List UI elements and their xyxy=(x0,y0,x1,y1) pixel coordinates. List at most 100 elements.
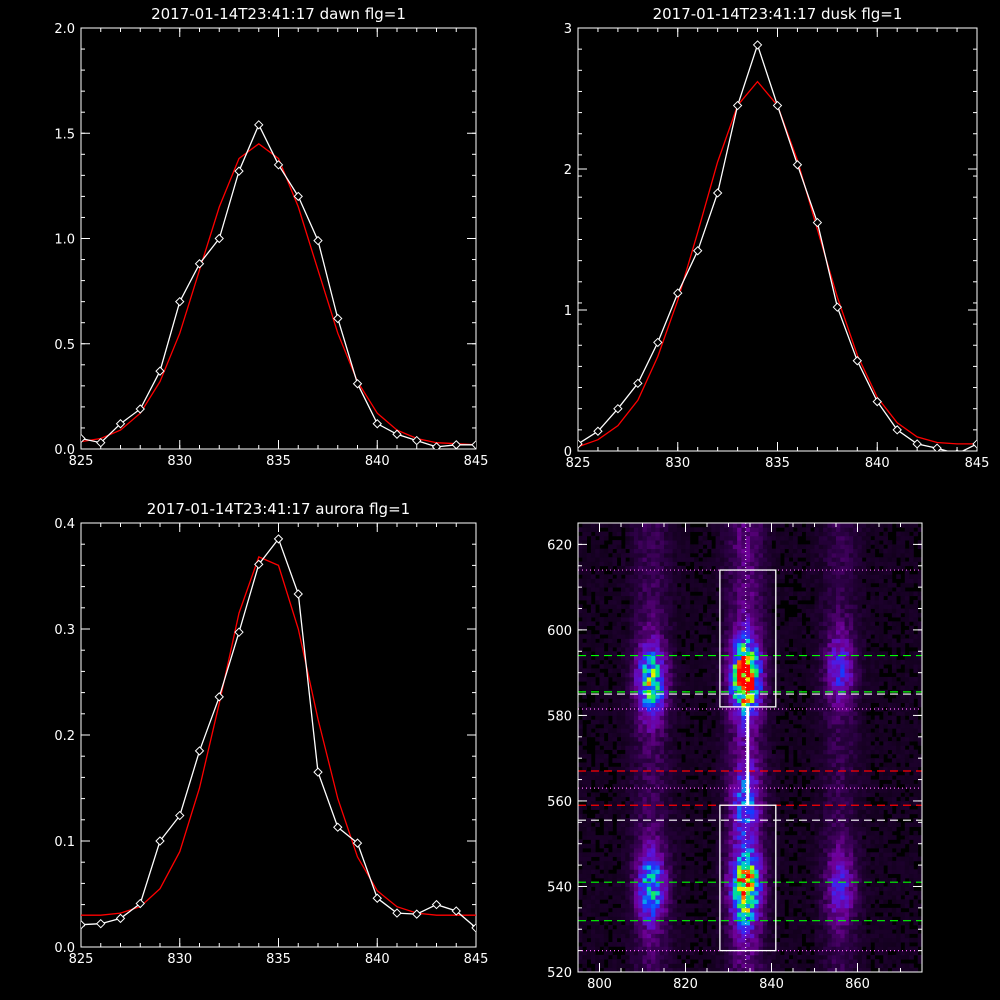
heatmap-cell xyxy=(646,860,652,866)
heatmap-cell xyxy=(676,771,682,776)
heatmap-cell xyxy=(625,681,630,686)
heatmap-cell xyxy=(672,805,678,810)
heatmap-cell xyxy=(732,775,738,780)
heatmap-cell xyxy=(719,574,725,579)
heatmap-cell xyxy=(616,540,622,545)
heatmap-cell xyxy=(642,604,648,609)
heatmap-cell xyxy=(681,762,686,768)
heatmap-cell xyxy=(659,676,665,682)
heatmap-cell xyxy=(681,929,686,934)
heatmap-cell xyxy=(754,937,759,943)
heatmap-cell xyxy=(780,771,785,776)
heatmap-cell xyxy=(633,681,639,686)
heatmap-cell xyxy=(728,647,734,652)
heatmap-cell xyxy=(603,895,609,900)
heatmap-cell xyxy=(582,835,587,840)
heatmap-cell xyxy=(715,736,721,742)
heatmap-cell xyxy=(646,595,652,601)
heatmap-cell xyxy=(672,907,678,913)
heatmap-cell xyxy=(655,702,661,708)
heatmap-cell xyxy=(711,912,716,917)
heatmap-cell xyxy=(659,728,665,733)
heatmap-cell xyxy=(698,783,704,789)
heatmap-cell xyxy=(762,736,768,742)
heatmap-cell xyxy=(590,920,596,926)
heatmap-cell xyxy=(762,629,768,635)
heatmap-cell xyxy=(664,839,669,845)
heatmap-cell xyxy=(612,523,618,528)
heatmap-cell xyxy=(599,681,605,686)
heatmap-cell xyxy=(762,565,768,571)
heatmap-cell xyxy=(625,766,630,772)
heatmap-cell xyxy=(728,732,734,738)
heatmap-cell xyxy=(724,877,729,883)
heatmap-cell xyxy=(689,659,695,665)
heatmap-cell xyxy=(633,942,639,947)
heatmap-cell xyxy=(715,912,721,917)
heatmap-cell xyxy=(771,924,777,930)
heatmap-cell xyxy=(621,882,626,887)
heatmap-cell xyxy=(780,822,785,828)
heatmap-cell xyxy=(758,865,764,870)
heatmap-cell xyxy=(578,621,583,627)
heatmap-cell xyxy=(603,574,609,579)
heatmap-cell xyxy=(767,732,772,738)
heatmap-cell xyxy=(612,933,618,939)
heatmap-cell xyxy=(750,531,755,537)
heatmap-cell xyxy=(603,869,609,875)
heatmap-cell xyxy=(612,715,618,721)
heatmap-cell xyxy=(578,672,583,678)
heatmap-cell xyxy=(758,578,764,584)
heatmap-cell xyxy=(689,621,695,627)
heatmap-cell xyxy=(629,706,635,712)
heatmap-cell xyxy=(780,967,785,972)
heatmap-cell xyxy=(758,950,764,956)
heatmap-cell xyxy=(590,711,596,716)
heatmap-cell xyxy=(655,634,661,639)
x-tick-label: 825 xyxy=(69,952,94,967)
heatmap-cell xyxy=(724,920,729,926)
heatmap-cell xyxy=(646,753,652,759)
heatmap-cell xyxy=(788,929,794,934)
heatmap-cell xyxy=(659,698,665,703)
heatmap-cell xyxy=(741,835,747,840)
heatmap-cell xyxy=(646,617,652,622)
heatmap-cell xyxy=(724,809,729,815)
heatmap-cell xyxy=(694,702,699,708)
heatmap-cell xyxy=(595,570,600,575)
heatmap-cell xyxy=(767,582,772,588)
heatmap-cell xyxy=(655,826,661,832)
heatmap-cell xyxy=(737,741,742,746)
heatmap-cell xyxy=(633,762,639,768)
heatmap-cell xyxy=(638,843,643,849)
heatmap-cell xyxy=(702,873,708,879)
heatmap-cell xyxy=(771,672,777,678)
heatmap-cell xyxy=(689,929,695,934)
heatmap-cell xyxy=(608,672,613,678)
heatmap-cell xyxy=(668,587,673,592)
heatmap-cell xyxy=(672,839,678,845)
heatmap-cell xyxy=(603,890,609,896)
heatmap-cell xyxy=(728,916,734,922)
heatmap-cell xyxy=(754,638,759,644)
heatmap-cell xyxy=(728,946,734,952)
heatmap-cell xyxy=(633,599,639,605)
heatmap-cell xyxy=(685,758,691,763)
heatmap-cell xyxy=(629,762,635,768)
heatmap-cell xyxy=(616,552,622,558)
heatmap-cell xyxy=(582,702,587,708)
heatmap-cell xyxy=(711,895,716,900)
heatmap-cell xyxy=(715,929,721,934)
heatmap-cell xyxy=(676,676,682,682)
heatmap-cell xyxy=(638,783,643,789)
x-tick-label: 835 xyxy=(266,952,291,967)
heatmap-cell xyxy=(702,642,708,648)
heatmap-cell xyxy=(698,924,704,930)
heatmap-cell xyxy=(681,715,686,721)
heatmap-cell xyxy=(612,736,618,742)
heatmap-cell xyxy=(655,942,661,947)
heatmap-cell xyxy=(698,929,704,934)
heatmap-cell xyxy=(719,715,725,721)
heatmap-cell xyxy=(608,912,613,917)
heatmap-cell xyxy=(745,557,751,562)
